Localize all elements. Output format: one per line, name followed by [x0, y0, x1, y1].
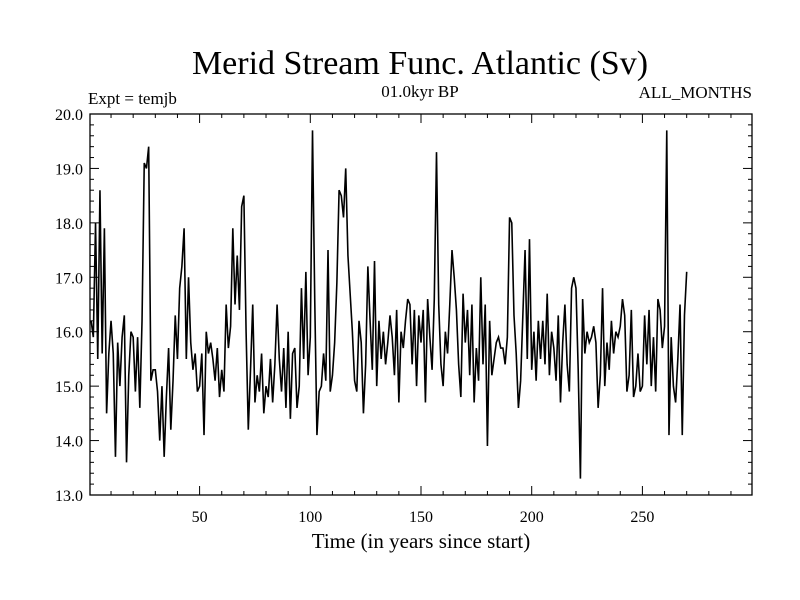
experiment-label: Expt = temjb	[88, 89, 177, 108]
y-tick-label: 14.0	[55, 434, 83, 451]
months-label: ALL_MONTHS	[639, 83, 752, 102]
y-tick-label: 15.0	[55, 379, 83, 396]
series-line	[90, 130, 688, 479]
x-axis-label: Time (in years since start)	[312, 529, 531, 553]
x-tick-label: 50	[192, 509, 208, 526]
x-tick-label: 100	[298, 509, 322, 526]
x-tick-label: 150	[409, 509, 433, 526]
y-tick-label: 16.0	[55, 325, 83, 342]
x-tick-label: 200	[520, 509, 544, 526]
y-tick-label: 17.0	[55, 270, 83, 287]
y-tick-label: 18.0	[55, 216, 83, 233]
y-tick-label: 19.0	[55, 161, 83, 178]
chart-title: Merid Stream Func. Atlantic (Sv)	[192, 45, 648, 82]
y-tick-label: 13.0	[55, 488, 83, 505]
y-tick-label: 20.0	[55, 107, 83, 124]
x-tick-label: 250	[630, 509, 654, 526]
period-label: 01.0kyr BP	[381, 82, 458, 101]
plot-area: 13.0 14.0 15.0 16.0 17.0 18.0 19.0 20.0 50 100 150…	[55, 107, 753, 526]
